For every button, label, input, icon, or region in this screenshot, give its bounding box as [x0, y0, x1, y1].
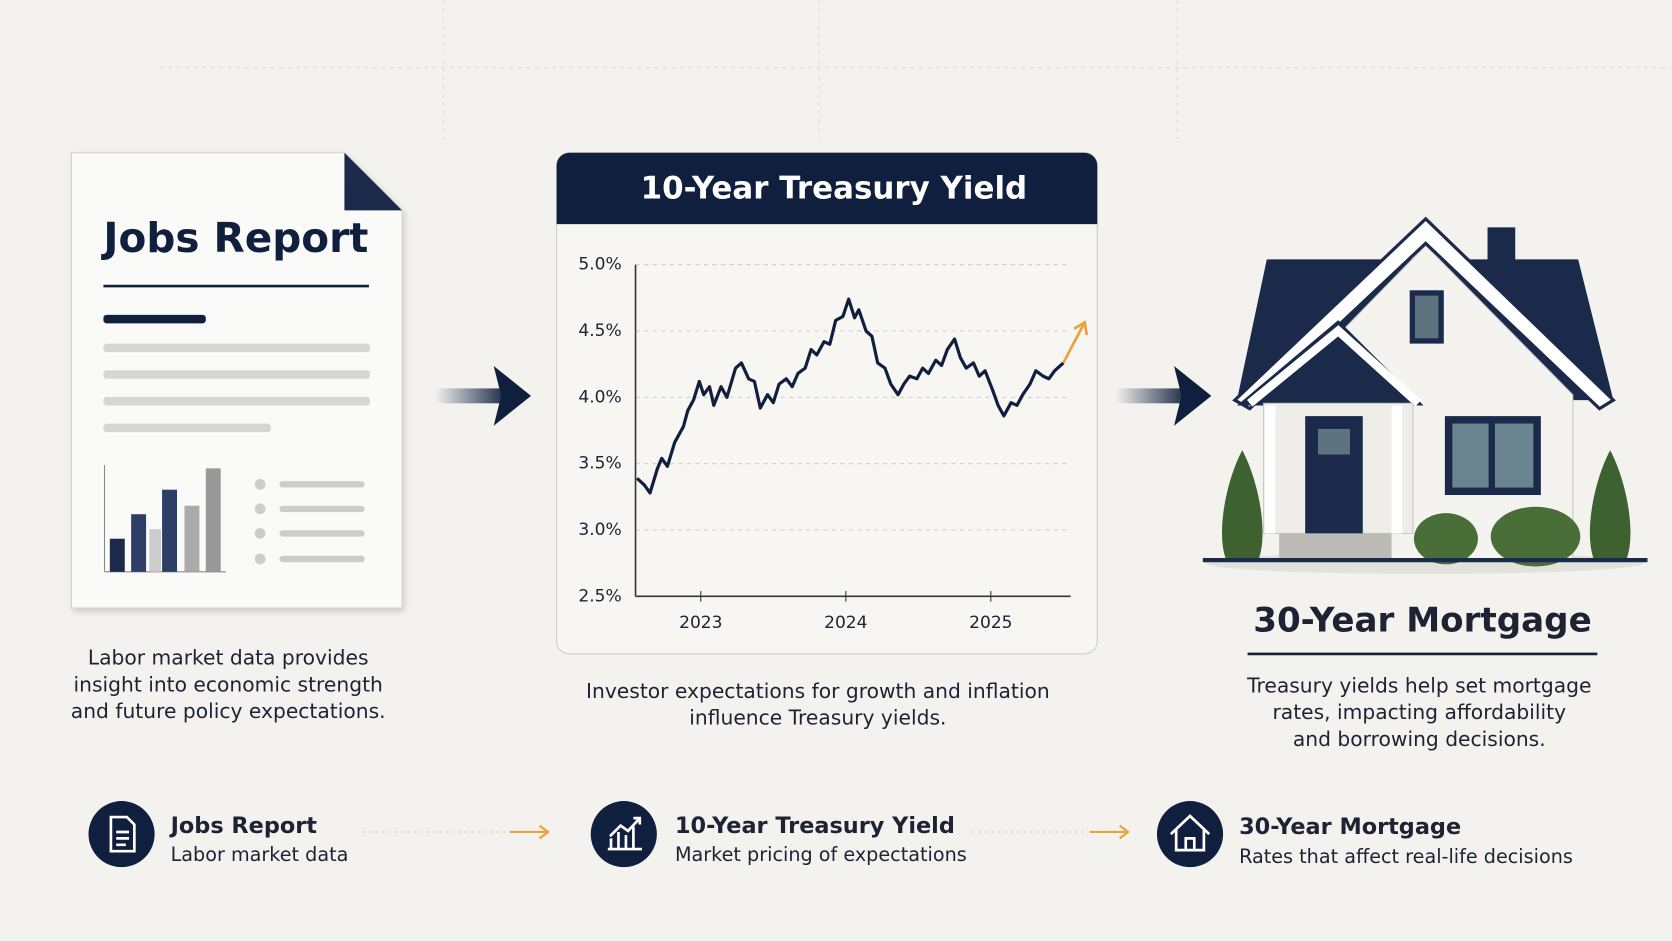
- treasury-caption: Investor expectations for growth and inf…: [586, 679, 1050, 703]
- step-title: 10-Year Treasury Yield: [675, 813, 955, 839]
- plot: 2.5% 3.0% 3.5% 4.0% 4.5% 5.0% 2023 2024 2025: [578, 255, 1089, 633]
- line-series: [635, 297, 1065, 495]
- decor-grid: [159, 0, 1672, 139]
- y-tick-label: 2.5%: [578, 586, 621, 606]
- y-tick-label: 5.0%: [578, 255, 621, 275]
- x-tick-label: 2023: [679, 613, 722, 633]
- mortgage-title: 30-Year Mortgage: [1253, 600, 1592, 640]
- y-tick-label: 4.5%: [578, 321, 621, 341]
- flow-arrow: [435, 366, 1212, 426]
- step-title: 30-Year Mortgage: [1239, 814, 1461, 840]
- x-tick-label: 2025: [969, 613, 1012, 633]
- chart-card: 10-Year Treasury Yield: [556, 152, 1098, 655]
- x-tick-label: 2024: [824, 613, 867, 633]
- trend-arrow: [1062, 320, 1089, 364]
- mortgage-caption: rates, impacting affordability: [1272, 700, 1566, 724]
- step-title: Jobs Report: [169, 813, 318, 839]
- step-subtitle: Market pricing of expectations: [675, 843, 967, 866]
- jobs-caption: Labor market data provides: [88, 646, 369, 670]
- treasury-caption: influence Treasury yields.: [689, 705, 946, 729]
- y-tick-label: 3.0%: [578, 520, 621, 540]
- jobs-title: Jobs Report: [100, 214, 368, 262]
- y-tick-label: 4.0%: [578, 387, 621, 407]
- mortgage-caption: and borrowing decisions.: [1293, 727, 1546, 751]
- y-tick-label: 3.5%: [578, 454, 621, 474]
- house-illustration: [1202, 216, 1648, 574]
- mortgage-caption: Treasury yields help set mortgage: [1246, 673, 1591, 697]
- footer-steps: [88, 801, 1224, 868]
- step-subtitle: Rates that affect real-life decisions: [1239, 845, 1573, 868]
- jobs-caption: insight into economic strength: [74, 672, 383, 696]
- jobs-document: Jobs Report: [70, 152, 403, 609]
- step-subtitle: Labor market data: [171, 843, 349, 866]
- jobs-caption: and future policy expectations.: [71, 699, 386, 723]
- chart-title: 10-Year Treasury Yield: [641, 171, 1028, 207]
